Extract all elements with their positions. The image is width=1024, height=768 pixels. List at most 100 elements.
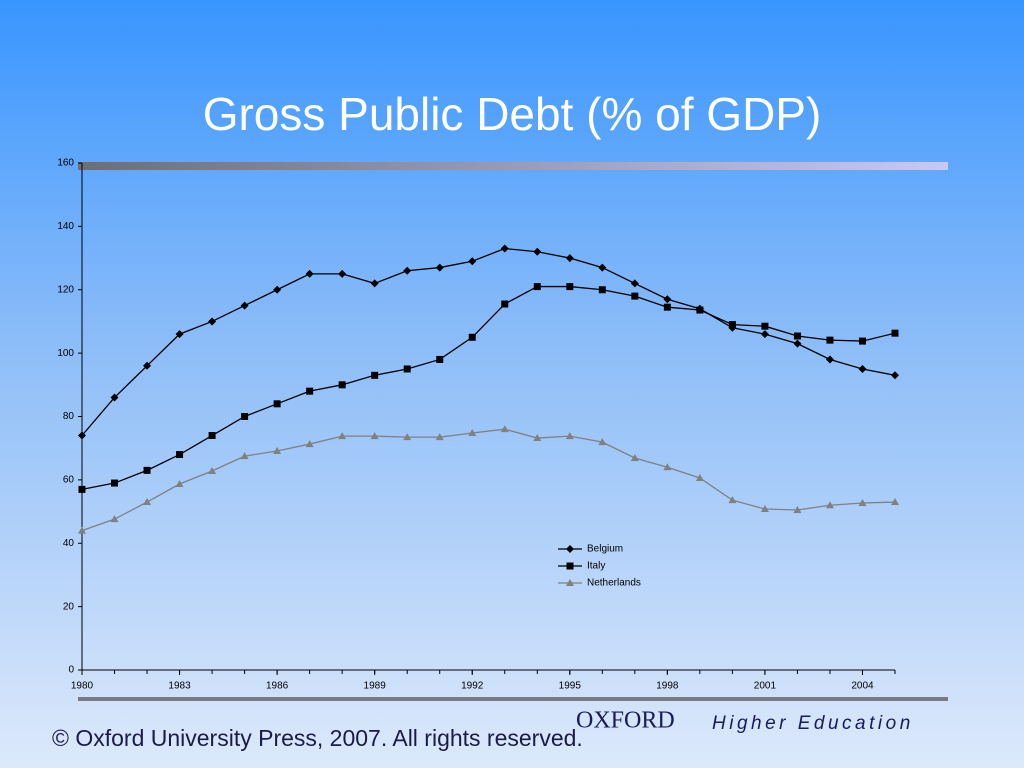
series-line [81,285,896,491]
point [696,306,704,314]
point [793,505,802,513]
point [501,300,509,308]
point [761,322,769,330]
point [728,321,736,329]
x-tick-label: 1992 [461,681,484,692]
point [533,283,541,291]
point [143,466,151,474]
series-line [81,247,896,436]
point [305,269,314,278]
point [630,279,639,288]
point [891,329,899,337]
legend-marker [566,545,574,553]
point [436,355,444,363]
y-tick-label: 40 [63,538,75,549]
point [338,269,347,278]
point [143,361,152,370]
point [793,339,802,348]
point [825,355,834,364]
point [110,515,119,523]
point [566,283,574,291]
point [435,263,444,272]
point [175,479,184,487]
chart-title: Gross Public Debt (% of GDP) [203,88,822,140]
point [858,337,866,345]
point [891,498,899,506]
y-tick-label: 160 [57,158,74,169]
point [760,330,769,339]
point [176,451,184,459]
point [826,336,834,344]
point [663,463,672,471]
x-tick-label: 2004 [851,681,874,692]
point [143,498,152,506]
y-tick-label: 20 [63,601,75,612]
point [371,371,379,379]
point [435,433,444,441]
point [240,301,249,310]
x-tick-label: 1995 [559,681,582,692]
point [403,433,412,441]
legend-label: Netherlands [587,578,641,589]
point [241,413,249,420]
point [111,479,119,487]
point [468,428,477,436]
y-tick-label: 120 [57,284,74,295]
copyright: © Oxford University Press, 2007. All rig… [52,725,583,751]
y-tick-label: 60 [63,475,75,486]
point [728,496,737,504]
footer-rule [78,697,948,701]
x-tick-label: 1980 [71,681,94,692]
point [695,473,704,481]
point [273,285,282,294]
legend-marker [566,579,574,586]
point [500,425,509,433]
point [598,263,607,272]
point [110,393,119,402]
point [598,286,606,294]
point [403,365,411,373]
y-tick-label: 140 [57,221,74,232]
point [598,438,607,446]
x-tick-label: 1983 [168,681,191,692]
point [565,254,574,263]
point [78,431,86,440]
brand: OXFORD [576,708,675,734]
y-tick-label: 80 [63,411,75,422]
point [305,440,314,448]
point [891,371,899,380]
x-tick-label: 1989 [364,681,387,692]
point [175,330,184,339]
point [663,303,671,311]
series-line [81,428,896,532]
point [370,432,379,440]
point [468,257,477,266]
point [208,317,217,326]
division: Higher Education [712,713,914,734]
point [760,505,769,513]
point [273,400,281,408]
point [630,454,639,462]
y-tick-label: 100 [57,348,74,359]
point [338,432,347,440]
title-rule [78,162,948,170]
y-tick-label: 0 [68,665,74,676]
point [240,452,249,460]
point [533,247,542,256]
point [370,279,379,288]
point [858,499,867,507]
point [403,266,412,275]
point [338,381,346,389]
point [78,526,86,534]
point [208,432,216,440]
point [793,332,801,340]
point [533,434,542,442]
point [663,295,672,304]
legend-marker [566,562,574,570]
point [468,333,476,341]
point [858,364,867,373]
point [78,485,86,493]
legend-label: Italy [587,561,605,572]
